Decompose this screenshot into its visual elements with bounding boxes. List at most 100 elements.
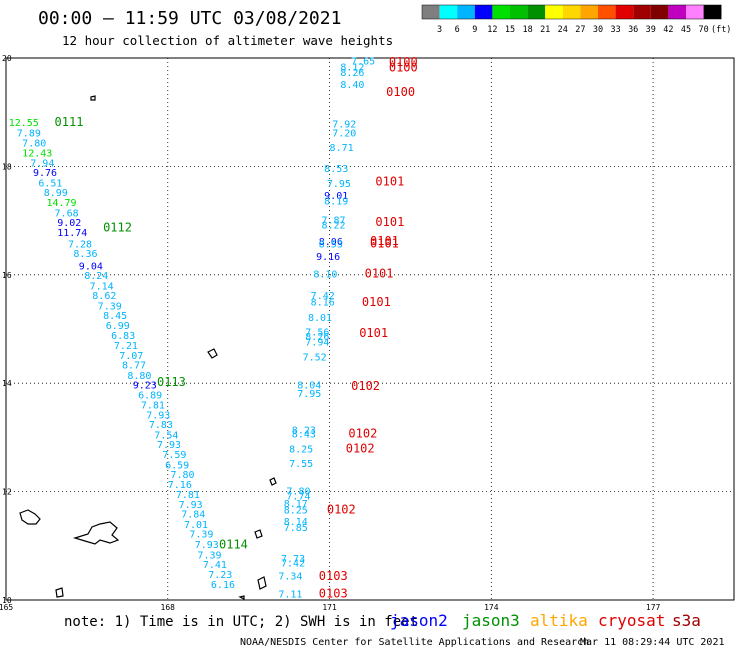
swh-value: 8.77 <box>122 361 146 372</box>
pass-label: 0101 <box>370 237 399 251</box>
scale-label: 30 <box>593 25 603 35</box>
swh-value: 8.25 <box>289 445 313 456</box>
footer-timestamp: Mar 11 08:29:44 UTC 2021 <box>580 637 725 648</box>
swh-value: 8.40 <box>340 80 364 91</box>
swh-value: 6.51 <box>38 178 62 189</box>
swh-value: 7.68 <box>55 208 79 219</box>
scale-label: 3 <box>437 25 442 35</box>
scale-swatch <box>668 5 686 19</box>
swh-value: 7.41 <box>203 560 227 571</box>
island-outline <box>257 576 267 590</box>
swh-value: 9.16 <box>316 252 340 263</box>
swh-value: 8.53 <box>324 164 348 175</box>
y-tick-label: 12 <box>2 488 12 497</box>
swh-value: 7.85 <box>284 523 308 534</box>
swh-value: 8.06 <box>319 237 343 248</box>
scale-swatch <box>527 5 546 19</box>
y-tick-label: 16 <box>2 271 12 280</box>
footer-credit: NOAA/NESDIS Center for Satellite Applica… <box>240 637 589 648</box>
x-tick-label: 165 <box>0 603 13 612</box>
swh-value: 6.99 <box>106 321 130 332</box>
swh-value: 8.04 <box>297 381 321 392</box>
scale-label: 18 <box>522 25 532 35</box>
page-subtitle: 12 hour collection of altimeter wave hei… <box>62 33 393 48</box>
island-outline <box>254 529 263 539</box>
scale-swatch <box>580 5 598 19</box>
swh-value: 8.26 <box>340 68 364 79</box>
pass-label: 0102 <box>346 442 375 456</box>
swh-value: 7.87 <box>321 215 345 226</box>
swh-value: 9.01 <box>324 191 348 202</box>
swh-value: 7.80 <box>170 470 194 481</box>
pass-label: 0103 <box>319 586 348 600</box>
swh-value: 8.25 <box>284 505 308 516</box>
swh-value: 7.21 <box>114 341 138 352</box>
island-outline <box>269 477 277 486</box>
swh-value: 6.89 <box>138 390 162 401</box>
scale-label: 24 <box>558 25 568 35</box>
scale-label: 27 <box>575 25 585 35</box>
swh-value: 7.23 <box>208 570 232 581</box>
swh-value: 8.22 <box>321 221 345 232</box>
swh-value: 7.11 <box>278 589 302 600</box>
swh-value: 7.89 <box>17 129 41 140</box>
scale-swatch <box>615 5 634 19</box>
pass-labels: 0111011201130114010001000100010101010101… <box>55 55 418 600</box>
mission-cryosat: cryosat <box>598 611 665 630</box>
pass-label: 0101 <box>370 234 399 248</box>
swh-value: 8.45 <box>103 311 127 322</box>
swh-value: 8.80 <box>127 371 151 382</box>
swh-value: 12.55 <box>9 118 39 129</box>
map-area: 12.557.897.8012.437.949.766.518.9914.797… <box>0 54 735 612</box>
scale-swatch <box>686 5 704 19</box>
mission-jason2: jason2 <box>390 611 448 630</box>
y-tick-label: 10 <box>2 596 12 605</box>
pass-label: 0101 <box>365 267 394 281</box>
swh-value: 9.76 <box>33 168 57 179</box>
y-tick-label: 18 <box>2 162 12 171</box>
swh-value: 8.71 <box>330 143 354 154</box>
scale-label: 21 <box>540 25 550 35</box>
swh-value: 7.39 <box>98 301 122 312</box>
swh-value: 6.16 <box>211 580 235 591</box>
map-grid <box>6 58 734 600</box>
pass-label: 0101 <box>359 326 388 340</box>
island-outline <box>238 595 245 600</box>
pass-label: 0114 <box>219 538 248 552</box>
wave-height-values: 12.557.897.8012.437.949.766.518.9914.797… <box>9 57 376 601</box>
pass-label: 0101 <box>375 174 404 188</box>
swh-value: 8.19 <box>324 196 348 207</box>
swh-value: 7.93 <box>179 500 203 511</box>
scale-swatch <box>633 5 651 19</box>
swh-value: 11.74 <box>57 228 87 239</box>
scale-label: 42 <box>663 25 673 35</box>
swh-value: 8.62 <box>92 291 116 302</box>
swh-value: 8.17 <box>284 499 308 510</box>
swh-value: 7.39 <box>189 530 213 541</box>
scale-swatch <box>492 5 510 19</box>
swh-value: 8.99 <box>44 188 68 199</box>
island-outline <box>207 348 218 359</box>
swh-value: 7.14 <box>90 281 114 292</box>
pass-label: 0112 <box>103 220 132 234</box>
swh-value: 7.80 <box>22 138 46 149</box>
pass-label: 0101 <box>375 215 404 229</box>
swh-value: 7.39 <box>197 550 221 561</box>
swh-value: 9.23 <box>133 381 157 392</box>
swh-value: 7.92 <box>332 119 356 130</box>
swh-value: 6.59 <box>165 460 189 471</box>
pass-label: 0100 <box>389 61 418 75</box>
swh-value: 7.01 <box>184 520 208 531</box>
scale-swatch <box>562 5 581 19</box>
swh-value: 7.28 <box>68 240 92 251</box>
swh-value: 7.52 <box>303 352 327 363</box>
swh-value: 7.83 <box>149 420 173 431</box>
swh-value: 8.24 <box>84 271 108 282</box>
swh-value: 7.16 <box>168 480 192 491</box>
mission-s3a: s3a <box>672 611 701 630</box>
scale-swatch <box>457 5 475 19</box>
swh-value: 7.55 <box>289 459 313 470</box>
swh-value: 14.79 <box>46 198 76 209</box>
x-tick-label: 171 <box>322 603 337 612</box>
